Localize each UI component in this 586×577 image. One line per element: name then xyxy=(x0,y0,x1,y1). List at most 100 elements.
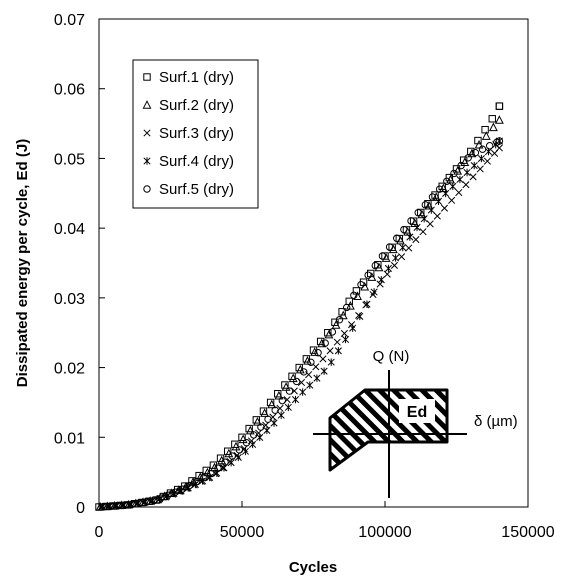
data-point xyxy=(445,173,454,182)
y-tick-label: 0.02 xyxy=(54,361,85,378)
data-point xyxy=(333,338,341,346)
data-point xyxy=(367,272,377,281)
data-point xyxy=(292,377,301,386)
data-point xyxy=(316,337,325,346)
data-point xyxy=(157,494,165,502)
data-point xyxy=(142,100,152,109)
data-point xyxy=(310,347,320,356)
data-point xyxy=(303,356,312,365)
data-point xyxy=(460,157,470,166)
inset-x-label: δ (µm) xyxy=(474,413,518,430)
data-point xyxy=(383,270,391,278)
data-point xyxy=(443,177,451,185)
y-tick-label: 0.03 xyxy=(54,291,85,308)
legend-item: Surf.3 (dry) xyxy=(143,125,234,142)
inset-area-label: Ed xyxy=(407,404,427,421)
data-point xyxy=(428,193,437,201)
data-point xyxy=(142,497,151,506)
data-point xyxy=(285,387,294,395)
data-point xyxy=(305,371,313,379)
data-point xyxy=(263,426,271,435)
data-point xyxy=(417,209,427,219)
data-point xyxy=(357,281,365,289)
data-point xyxy=(450,169,458,178)
data-point xyxy=(385,243,394,251)
legend-item: Surf.2 (dry) xyxy=(142,97,234,114)
data-point xyxy=(393,234,401,242)
data-point xyxy=(235,446,244,454)
y-axis: 0 0.01 0.02 0.03 0.04 0.05 0.06 0.07 xyxy=(54,12,105,517)
y-tick-label: 0.05 xyxy=(54,151,85,168)
data-point xyxy=(341,335,350,344)
y-tick-label: 0.01 xyxy=(54,430,85,447)
data-point xyxy=(495,102,504,110)
data-point xyxy=(259,407,268,415)
data-point xyxy=(350,291,358,299)
data-point xyxy=(363,300,371,308)
data-point xyxy=(231,440,239,448)
data-point xyxy=(456,175,464,184)
x-tick-label: 0 xyxy=(95,524,104,541)
legend-item: Surf.1 (dry) xyxy=(143,69,234,86)
data-point xyxy=(470,161,478,170)
data-point xyxy=(464,154,472,162)
data-point xyxy=(149,496,158,505)
data-point xyxy=(398,253,406,261)
data-point xyxy=(360,281,370,291)
data-point xyxy=(427,206,435,214)
data-point xyxy=(405,244,413,252)
data-point xyxy=(249,440,257,449)
x-axis-title: Cycles xyxy=(289,559,337,576)
data-point xyxy=(299,388,307,396)
data-point xyxy=(114,501,122,510)
data-point xyxy=(412,236,420,244)
plot-area xyxy=(98,18,529,508)
data-point xyxy=(371,261,379,270)
data-point xyxy=(448,196,456,204)
data-point xyxy=(334,347,342,355)
data-point xyxy=(317,338,327,348)
data-point xyxy=(274,390,282,398)
legend-label: Surf.1 (dry) xyxy=(159,69,234,86)
legend-label: Surf.2 (dry) xyxy=(159,97,234,114)
data-point xyxy=(217,455,227,465)
y-tick-label: 0 xyxy=(76,500,85,517)
data-point xyxy=(242,439,251,447)
data-point xyxy=(481,131,491,140)
data-point xyxy=(356,312,364,321)
data-point xyxy=(476,165,484,173)
data-point xyxy=(455,188,463,197)
x-tick-label: 100000 xyxy=(358,524,411,541)
data-point xyxy=(331,320,341,329)
legend-item: Surf.4 (dry) xyxy=(143,153,234,170)
data-point xyxy=(369,290,377,299)
data-point xyxy=(143,129,151,137)
data-point xyxy=(192,477,201,486)
data-point xyxy=(250,431,258,439)
data-point xyxy=(234,453,242,462)
data-point xyxy=(257,423,265,431)
data-point xyxy=(224,447,232,455)
data-point xyxy=(313,374,321,382)
data-point xyxy=(143,157,151,165)
data-point xyxy=(419,228,427,236)
data-point xyxy=(228,452,236,460)
data-point xyxy=(488,122,498,132)
data-point xyxy=(345,301,355,310)
data-point xyxy=(381,252,389,260)
data-point xyxy=(252,416,261,424)
data-point xyxy=(164,491,172,499)
data-point xyxy=(314,349,322,357)
data-point xyxy=(238,433,246,441)
data-point xyxy=(327,358,335,366)
legend: Surf.1 (dry) Surf.2 (dry) Surf.3 (dry) Surf… xyxy=(132,59,259,209)
data-point xyxy=(281,381,289,389)
data-point xyxy=(143,73,151,81)
series-5 xyxy=(99,137,504,511)
data-point xyxy=(99,502,108,511)
y-tick-label: 0.07 xyxy=(54,12,85,29)
data-point xyxy=(97,503,105,511)
data-point xyxy=(376,280,384,288)
data-point xyxy=(214,464,222,472)
